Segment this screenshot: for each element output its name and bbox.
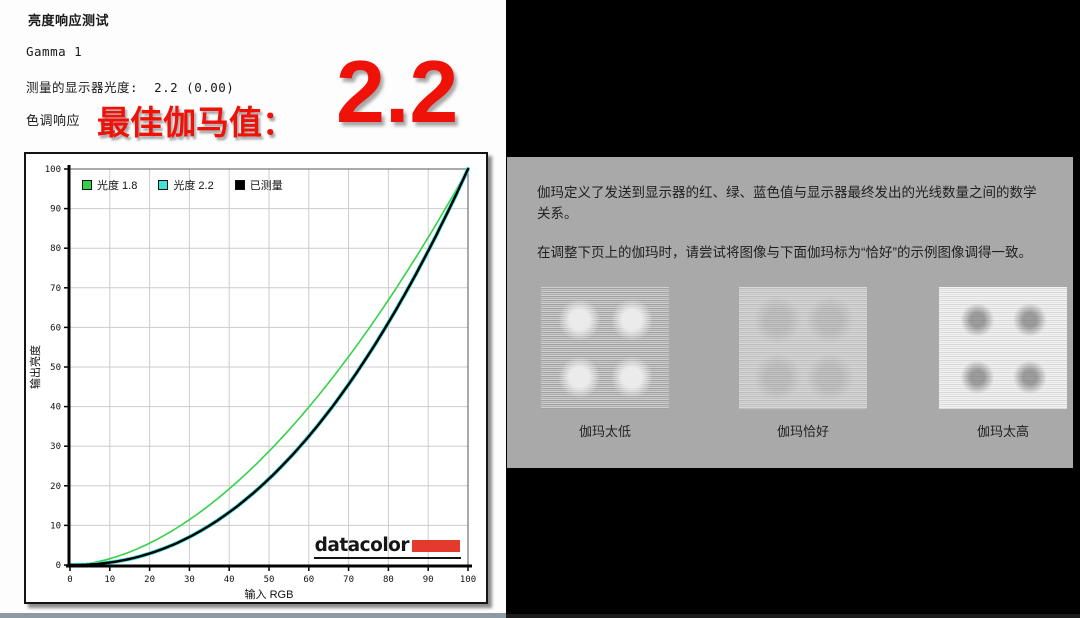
svg-text:60: 60	[50, 323, 61, 333]
svg-text:90: 90	[423, 575, 434, 585]
gamma-too-high-label: 伽玛太高	[976, 424, 1029, 439]
tone-response-line: 色调响应	[26, 113, 81, 128]
gamma-example-just-right: 伽玛恰好	[739, 287, 867, 440]
gamma-too-low-label: 伽玛太低	[578, 424, 631, 439]
svg-text:100: 100	[45, 165, 61, 175]
svg-text:100: 100	[460, 575, 476, 585]
gamma-response-chart: 0 10 20 30 40 50 60 70 80 90 100 0 10 20 30 40 50 60 70 80 9…	[24, 152, 488, 604]
svg-text:40: 40	[224, 575, 235, 585]
legend-item-gamma22: 光度 2.2	[158, 177, 214, 193]
svg-text:输出亮度: 输出亮度	[28, 345, 42, 389]
svg-text:70: 70	[50, 284, 61, 294]
gamma-info-panel: 伽玛定义了发送到显示器的红、绿、蓝色值与显示器最终发出的光线数量之间的数学关系。…	[507, 157, 1073, 468]
legend-swatch-green	[82, 180, 92, 190]
legend-label: 光度 1.8	[97, 180, 138, 192]
svg-text:0: 0	[67, 575, 72, 585]
svg-text:80: 80	[383, 575, 394, 585]
legend-item-gamma18: 光度 1.8	[82, 177, 137, 193]
legend-swatch-cyan	[158, 180, 169, 190]
legend-label: 已测量	[249, 180, 283, 192]
svg-text:30: 30	[50, 442, 61, 452]
legend-swatch-black	[234, 180, 245, 190]
svg-text:50: 50	[50, 363, 61, 373]
best-gamma-label: 最佳伽马值：	[97, 104, 295, 141]
gamma-just-right-label: 伽玛恰好	[776, 424, 829, 439]
svg-text:20: 20	[144, 575, 155, 585]
svg-text:10: 10	[50, 521, 61, 531]
chart-plot-area: 0 10 20 30 40 50 60 70 80 90 100 0 10 20 30 40 50 60 70 80 9…	[28, 165, 476, 601]
svg-text:70: 70	[343, 575, 354, 585]
measured-luminance-line: 测量的显示器光度: 2.2 (0.00)	[26, 80, 235, 95]
svg-text:10: 10	[104, 575, 115, 585]
legend-label: 光度 2.2	[173, 180, 214, 192]
gamma-example-too-low: 伽玛太低	[541, 287, 669, 440]
gamma-too-high-image	[939, 287, 1067, 409]
bottom-edge-strip-left	[0, 613, 506, 618]
page-title: 亮度响应测试	[28, 13, 110, 28]
report-panel: 亮度响应测试 Gamma 1 测量的显示器光度: 2.2 (0.00) 色调响应…	[0, 0, 506, 613]
datacolor-logo-red-bar	[412, 539, 460, 552]
svg-text:30: 30	[184, 575, 195, 585]
svg-text:60: 60	[303, 575, 314, 585]
svg-text:0: 0	[56, 561, 61, 571]
svg-text:输入 RGB: 输入 RGB	[245, 587, 294, 601]
gamma-definition-text: 伽玛定义了发送到显示器的红、绿、蓝色值与显示器最终发出的光线数量之间的数学关系。	[537, 185, 1037, 221]
gamma-line: Gamma 1	[26, 44, 83, 59]
gamma-just-right-image	[739, 287, 867, 409]
svg-text:40: 40	[50, 403, 61, 413]
gamma-adjust-hint-text: 在调整下页上的伽玛时，请尝试将图像与下面伽玛标为“恰好”的示例图像调得一致。	[537, 245, 1032, 260]
chart-legend: 光度 1.8 光度 2.2 已测量	[82, 177, 283, 193]
bottom-edge-strip-right	[506, 614, 1080, 618]
datacolor-logo-text: datacolor	[314, 534, 410, 556]
datacolor-logo: datacolor	[313, 534, 461, 559]
legend-item-measured: 已测量	[234, 177, 283, 193]
gamma-example-too-high: 伽玛太高	[939, 287, 1067, 440]
svg-text:20: 20	[50, 482, 61, 492]
svg-text:90: 90	[50, 205, 61, 215]
svg-text:50: 50	[264, 575, 275, 585]
gamma-too-low-image	[541, 287, 669, 409]
svg-text:80: 80	[50, 244, 61, 254]
best-gamma-value: 2.2	[336, 42, 459, 141]
